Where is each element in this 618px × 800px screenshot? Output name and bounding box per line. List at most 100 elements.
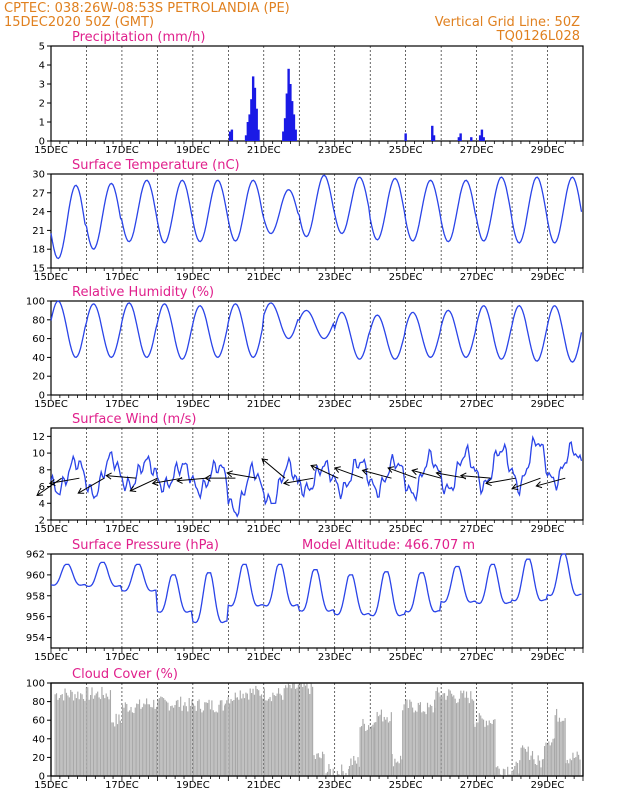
cloud-cover-bar [399,755,402,776]
cloud-cover-bar [116,724,119,776]
cloud-cover-bar [204,702,206,776]
cloud-cover-bar [435,691,437,776]
cloud-cover-bar [88,699,90,776]
x-tick-label: 19DEC [176,524,210,535]
cloud-cover-bar [456,703,458,776]
cloud-cover-bar [127,711,129,776]
cloud-cover-bar [144,704,146,776]
x-tick-label: 15DEC [34,145,68,156]
cloud-cover-bar [438,692,440,776]
y-tick-label: 27 [32,188,45,199]
cloud-cover-bar [70,689,72,776]
cloud-cover-bar [158,698,160,776]
x-tick-label: 29DEC [531,145,565,156]
cloud-cover-bar [208,699,210,776]
cloud-cover-bar [119,720,121,776]
cloud-cover-bar [130,706,132,776]
cloud-cover-bar [451,696,453,776]
cloud-cover-bar [495,767,497,776]
cloud-cover-bar [468,703,470,776]
cloud-cover-bar [126,703,128,776]
cloud-cover-bar [279,693,281,776]
wind-vector-arrow [535,477,566,489]
cloud-cover-bar [557,721,559,776]
cloud-cover-bar [566,759,568,776]
x-tick-label: 19DEC [176,652,210,663]
cloud-cover-bar [325,773,327,776]
y-tick-label: 962 [26,550,45,561]
precip-bar [431,125,434,141]
cloud-cover-bar [226,700,228,776]
cloud-cover-bar [379,714,381,776]
precip-bar [253,87,257,141]
precip-bar [482,137,485,141]
precip-bar [250,99,253,141]
cloud-cover-bar [523,747,525,776]
cloud-cover-bar [341,764,343,776]
cloud-cover-bar [91,687,93,776]
cloud-cover-bar [458,698,461,776]
cloud-cover-bar [500,774,502,776]
precip-bar [248,114,251,141]
cloud-cover-bar [192,704,195,776]
cloud-cover-bar [269,697,271,776]
cloud-cover-bar [258,690,260,776]
y-tick-label: 20 [32,372,45,383]
x-tick-label: 17DEC [105,399,139,410]
cloud-cover-bar [280,695,282,776]
cloud-cover-bar [137,704,139,776]
cloud-cover-bar [380,709,382,776]
y-tick-label: 20 [32,753,45,764]
cloud-cover-bar [112,722,114,776]
x-tick-label: 15DEC [34,524,68,535]
y-tick-label: 40 [32,353,45,364]
x-tick-label: 23DEC [318,272,352,283]
cloud-cover-bar [485,720,487,776]
cloud-cover-bar [95,693,97,776]
cloud-cover-bar [558,717,561,776]
relative-humidity-panel: 0 20 40 60 80 100 15DEC 17DEC 19DEC 21DEC 23DEC 25D… [26,285,584,410]
precip-bar [478,135,482,141]
cloud-cover-bar [285,685,287,776]
cloud-cover-bar [194,705,196,776]
cloud-cover-bar [64,688,66,776]
cloud-cover-bar [363,723,365,776]
cloud-cover-bar [275,695,277,776]
cloud-cover-bar [101,686,103,776]
cloud-cover-bar [569,758,571,776]
cloud-cover-bar [478,713,480,776]
cloud-cover-bar [419,704,421,776]
cloud-cover-bar [357,757,359,776]
cloud-cover-bar [121,704,124,776]
header-model-id: TQ0126L028 [496,29,580,44]
cloud-cover-bar [552,738,554,776]
cloud-cover-bar [191,699,193,776]
cloud-cover-bar [252,688,254,776]
wind-vector-arrow [411,468,442,479]
cloud-cover-bar [464,697,466,776]
surface-temperature-panel: 15 18 21 24 27 30 15DEC 17DEC 19DEC 21DEC 23DEC 25D… [32,158,584,283]
cloud-cover-bar [369,728,371,776]
cloud-cover-bar [124,702,126,776]
cloud-cover-bar [175,700,177,776]
cloud-cover-bar [184,702,186,776]
cloud-cover-bar [195,710,197,776]
cloud-cover-bar [300,683,302,776]
cloud-cover-bar [84,700,86,776]
cloud-cover-bar [212,710,214,776]
surface-wind-title: Surface Wind (m/s) [72,412,196,427]
wind-vector-arrow [176,476,208,484]
cloud-cover-bar [71,691,73,776]
wind-vector-arrow [310,464,339,479]
cloud-cover-bar [270,701,273,776]
cloud-cover-bar [443,693,446,776]
cloud-cover-bar [353,755,355,776]
cloud-cover-bar [67,695,69,776]
x-tick-label: 29DEC [531,272,565,283]
cloud-cover-bar [80,693,82,776]
cloud-cover-bar [336,770,339,776]
cloud-cover-bar [342,771,344,776]
cloud-cover-bar [78,699,80,776]
cloud-cover-bar [178,706,180,776]
